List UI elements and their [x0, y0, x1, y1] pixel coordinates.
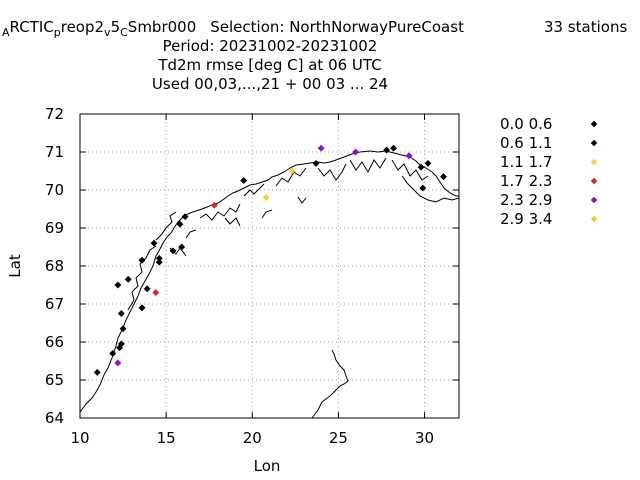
station-point [117, 309, 125, 318]
chart-used: Used 00,03,...,21 + 00 03 ... 24 [152, 75, 388, 93]
title-part: v [104, 26, 111, 39]
station-point [169, 247, 177, 255]
station-point [240, 176, 248, 185]
y-tick-label: 64 [45, 409, 64, 427]
x-tick-label: 10 [70, 429, 89, 447]
legend: 0.0 0.60.6 1.11.1 1.71.7 2.32.3 2.92.9 3… [500, 115, 598, 228]
legend-label: 0.0 0.6 [500, 115, 552, 133]
y-tick-label: 71 [45, 143, 64, 161]
legend-label: 0.6 1.1 [500, 134, 552, 152]
station-point [109, 349, 117, 357]
x-tick-label: 25 [329, 429, 348, 447]
station-point [383, 146, 391, 154]
y-tick-label: 70 [45, 181, 64, 199]
station-point [138, 256, 146, 264]
station-point [210, 201, 218, 209]
y-tick-label: 67 [45, 295, 64, 313]
title-part: p [54, 26, 61, 39]
coastline-map [79, 150, 460, 419]
station-point [178, 243, 186, 251]
title-part: 5 [111, 18, 121, 36]
x-tick-label: 20 [243, 429, 262, 447]
station-point [352, 148, 360, 156]
station-point [424, 159, 432, 167]
station-point [439, 173, 448, 181]
station-point [262, 194, 270, 202]
y-tick-label: 72 [45, 105, 64, 123]
legend-marker [590, 158, 598, 166]
title-part: RCTIC [10, 18, 54, 36]
title-part: A [2, 26, 10, 39]
legend-label: 1.7 2.3 [500, 172, 552, 190]
data-points [93, 144, 448, 376]
chart-parameter: Td2m rmse [deg C] at 06 UTC [157, 56, 381, 74]
chart-title-line1: ARCTICpreop2v5CSmbr000 Selection: NorthNo… [2, 18, 627, 39]
station-point [317, 144, 325, 152]
station-point [119, 325, 127, 333]
legend-marker [590, 215, 598, 223]
title-selection: Selection: NorthNorwayPureCoast [210, 18, 464, 36]
legend-marker [590, 139, 598, 147]
station-point [138, 304, 146, 312]
title-part: C [120, 26, 128, 39]
station-point [117, 340, 125, 348]
legend-marker [590, 196, 598, 204]
station-point [181, 213, 189, 221]
legend-label: 2.3 2.9 [500, 191, 552, 209]
station-point [152, 289, 160, 297]
y-axis-label: Lat [6, 254, 24, 278]
station-point [124, 275, 132, 283]
x-axis-label: Lon [254, 457, 281, 475]
station-point [114, 281, 122, 289]
legend-label: 2.9 3.4 [500, 210, 552, 228]
y-tick-label: 69 [45, 219, 64, 237]
station-point [114, 359, 122, 367]
legend-marker [590, 120, 598, 128]
station-point [288, 167, 296, 175]
station-point [312, 159, 320, 167]
station-point [389, 144, 398, 152]
x-tick-label: 30 [415, 429, 434, 447]
y-tick-label: 65 [45, 371, 64, 389]
title-stations: 33 stations [544, 18, 627, 36]
station-point [143, 285, 151, 293]
legend-label: 1.1 1.7 [500, 153, 552, 171]
station-point [93, 368, 101, 376]
y-tick-label: 66 [45, 333, 64, 351]
station-point [150, 239, 158, 247]
station-point [417, 163, 425, 171]
grid-lines [80, 114, 459, 418]
axis-ticks: 10 15 20 25 30 64 65 66 67 68 69 70 71 72 [45, 105, 459, 447]
station-point [405, 152, 413, 160]
station-point [155, 258, 163, 266]
title-part: reop2 [61, 18, 104, 36]
station-point [176, 220, 184, 228]
y-tick-label: 68 [45, 257, 64, 275]
title-part: Smbr000 [128, 18, 196, 36]
chart-period: Period: 20231002-20231002 [163, 37, 378, 55]
station-point [419, 184, 427, 192]
legend-marker [590, 177, 598, 185]
x-tick-label: 15 [157, 429, 176, 447]
